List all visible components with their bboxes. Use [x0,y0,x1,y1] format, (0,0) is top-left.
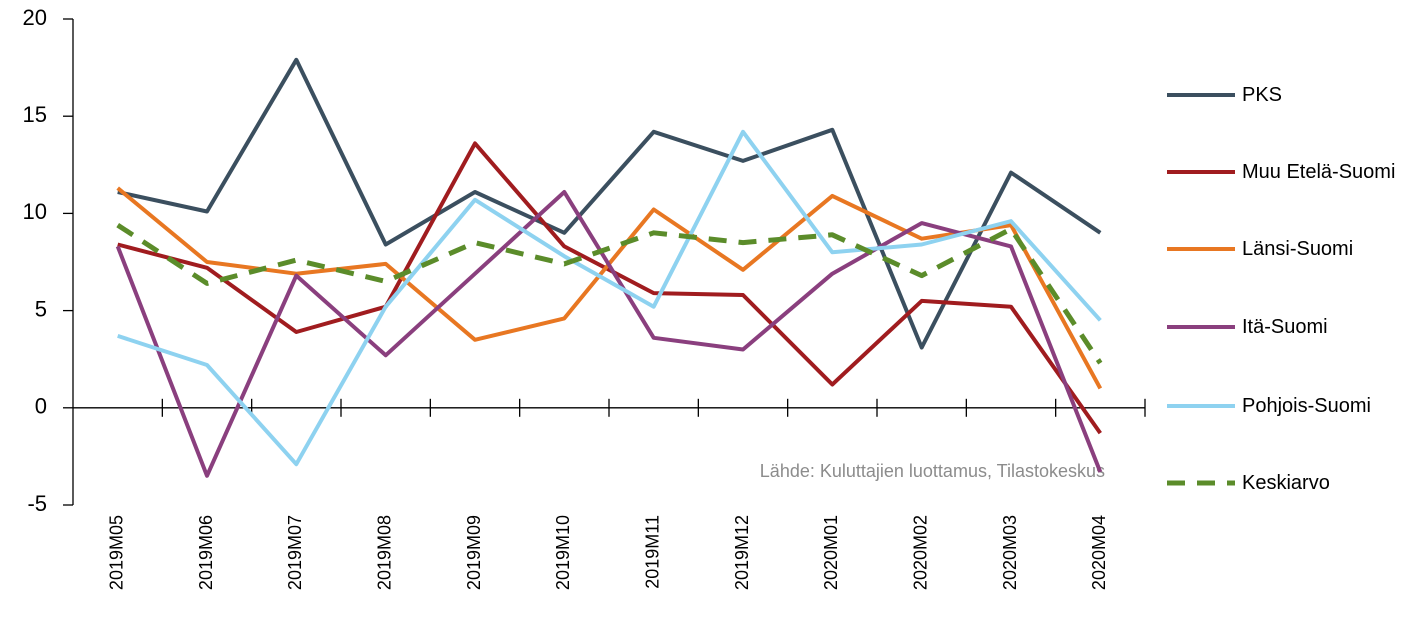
x-tick-label: 2020M02 [910,515,930,590]
y-tick-label: 0 [35,394,47,419]
series-line [117,141,1102,435]
source-note: Lähde: Kuluttajien luottamus, Tilastokes… [760,461,1105,481]
x-tick-label: 2019M08 [374,515,394,590]
y-tick-label: -5 [27,491,47,516]
legend-label: Itä-Suomi [1242,315,1328,338]
series-line [117,129,1102,467]
x-tick-label: 2019M12 [732,515,752,590]
x-tick-label: 2019M07 [285,515,305,590]
x-tick-label: 2019M11 [642,515,662,589]
legend-label: Muu Etelä-Suomi [1242,160,1396,183]
y-tick-label: 5 [35,296,47,321]
y-tick-label: 10 [23,199,47,224]
series-line [115,190,1103,478]
x-tick-label: 2019M09 [464,515,484,590]
series-line [116,223,1103,365]
legend-label: PKS [1242,83,1283,106]
legend-label: Länsi-Suomi [1242,237,1354,260]
x-tick-label: 2019M10 [553,515,573,590]
series-line [117,57,1102,350]
x-tick-label: 2020M01 [821,515,841,590]
y-tick-label: 15 [23,102,47,127]
x-tick-label: 2019M05 [106,515,126,590]
y-tick-label: 20 [23,5,47,30]
x-tick-label: 2020M04 [1089,515,1109,590]
legend-label: Pohjois-Suomi [1242,394,1371,417]
x-tick-label: 2020M03 [1000,515,1020,590]
legend-label: Keskiarvo [1242,471,1330,494]
x-tick-label: 2019M06 [196,515,216,590]
